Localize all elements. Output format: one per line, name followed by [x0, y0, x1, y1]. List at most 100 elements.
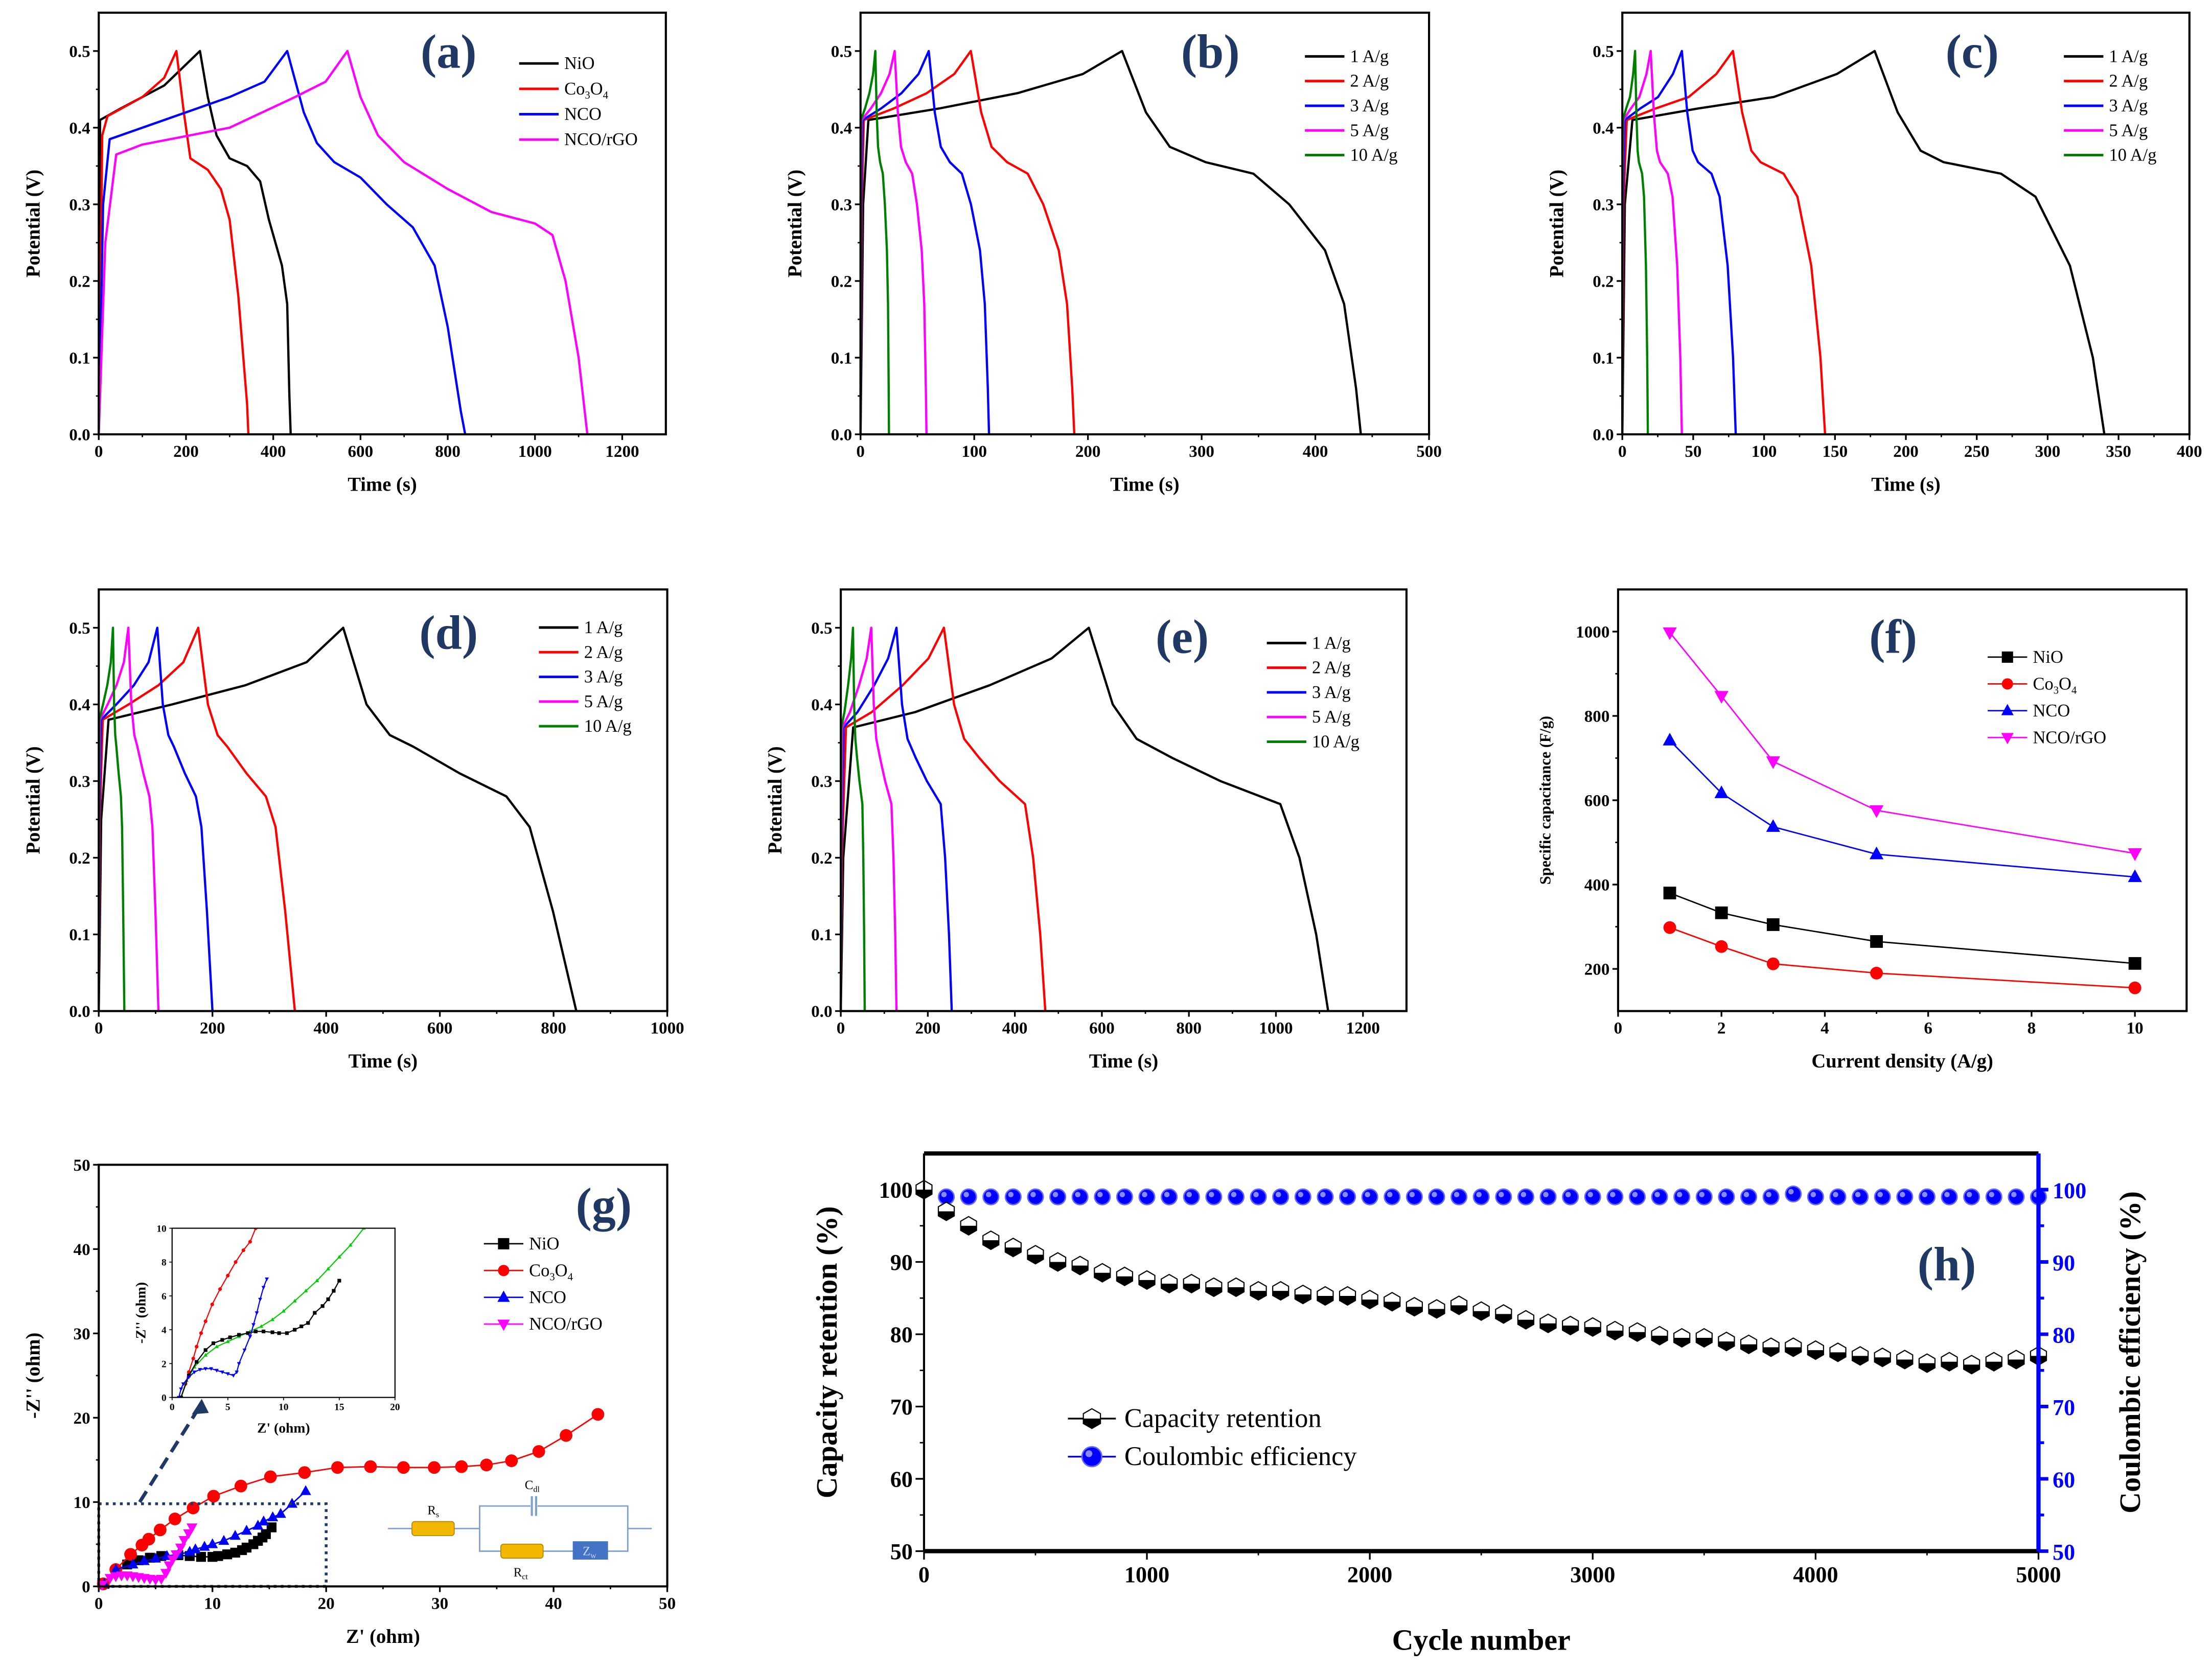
ce-data-point: [1272, 1188, 1289, 1205]
ce-data-point: [1004, 1188, 1022, 1205]
ce-data-point: [1740, 1188, 1758, 1205]
inset-data-point: [254, 1329, 258, 1334]
series-line: [98, 626, 126, 1011]
data-point: [1766, 918, 1780, 931]
data-point: [199, 1541, 210, 1551]
ce-data-point-highlight: [1164, 1192, 1170, 1197]
legend-marker: [2001, 651, 2013, 663]
ce-data-point-highlight: [1922, 1192, 1928, 1197]
ce-data-point-highlight: [1788, 1189, 1794, 1195]
data-point: [264, 1470, 277, 1483]
retention-data-point-fill: [938, 1211, 955, 1221]
retention-data-point-fill: [2008, 1359, 2024, 1369]
inset-data-point: [203, 1348, 208, 1352]
ce-data-point: [1852, 1188, 1869, 1205]
inset-data-point: [246, 1331, 250, 1335]
legend-label: Co3O4: [2033, 674, 2077, 696]
series-line: [98, 50, 589, 435]
ce-data-point: [1718, 1188, 1735, 1205]
ce-data-point-highlight: [1810, 1192, 1816, 1197]
y-tick-label: 0.4: [831, 119, 852, 137]
retention-data-point-fill: [1830, 1352, 1846, 1362]
equivalent-circuit: Rs Cdl Rct Zw: [388, 1478, 652, 1582]
data-point: [187, 1501, 200, 1515]
ce-data-point-highlight: [1052, 1192, 1058, 1197]
retention-data-point-fill: [1874, 1357, 1891, 1367]
panel-label: (c): [1946, 25, 1999, 78]
inset-data-point: [248, 1240, 252, 1244]
series-line: [839, 626, 953, 1011]
ce-data-point-highlight: [1298, 1192, 1304, 1197]
y-tick-label: 0.0: [69, 426, 90, 445]
inset-y-tick-label: 6: [162, 1291, 167, 1302]
x-tick-label: 0: [95, 1594, 103, 1613]
inset-background: [172, 1228, 395, 1398]
data-point: [124, 1548, 137, 1561]
inset-data-point: [255, 1311, 259, 1315]
ce-data-point-highlight: [1142, 1192, 1147, 1197]
y-tick-label: 0.3: [831, 195, 852, 214]
ce-data-point-highlight: [1409, 1192, 1415, 1197]
y-axis-title: Capacity retention (%): [810, 1206, 843, 1499]
inset-data-point: [225, 1339, 230, 1343]
y-tick-label: 0.3: [69, 195, 90, 214]
inset-data-point: [231, 1374, 236, 1378]
ce-data-point-highlight: [1632, 1192, 1638, 1197]
data-point: [190, 1543, 201, 1553]
y-tick-label: 800: [1584, 707, 1610, 726]
ce-data-point: [1227, 1188, 1245, 1205]
ce-data-point-highlight: [1989, 1192, 1995, 1197]
ce-data-point: [1695, 1188, 1713, 1205]
x-tick-label: 400: [1002, 1019, 1028, 1038]
y-tick-label: 0.5: [69, 619, 90, 638]
inset-data-point: [235, 1371, 239, 1375]
plot-frame: [98, 11, 667, 435]
inset-data-point: [187, 1374, 191, 1378]
retention-data-point-fill: [1941, 1361, 1957, 1371]
retention-data-point-fill: [1094, 1272, 1111, 1282]
retention-data-point-fill: [1562, 1326, 1579, 1335]
inset-data-point: [348, 1243, 353, 1247]
x-tick-label: 400: [313, 1019, 339, 1038]
data-point: [2128, 957, 2141, 970]
ce-data-point-highlight: [1365, 1192, 1370, 1197]
x-tick-label: 1200: [1346, 1019, 1380, 1038]
y-tick-label: 0.2: [69, 849, 90, 868]
x-tick-label: 0: [918, 1562, 930, 1587]
data-point: [155, 1574, 167, 1585]
retention-data-point-fill: [1696, 1338, 1712, 1347]
inset-x-tick-label: 15: [334, 1402, 344, 1412]
data-point: [591, 1408, 605, 1421]
x-tick-label: 0: [856, 442, 865, 461]
resistor-rct: [500, 1543, 544, 1559]
ce-data-point: [1584, 1188, 1601, 1205]
ce-data-point: [1161, 1188, 1178, 1205]
ce-data-point-highlight: [1654, 1192, 1660, 1197]
legend-marker: [497, 1319, 510, 1331]
ce-data-point-highlight: [1253, 1192, 1259, 1197]
retention-data-point-fill: [1897, 1359, 1913, 1369]
ce-data-point: [1562, 1188, 1579, 1205]
ce-data-point: [2008, 1188, 2025, 1205]
data-point: [207, 1490, 220, 1503]
inset-data-point: [228, 1335, 232, 1339]
x-tick-label: 20: [318, 1594, 335, 1613]
retention-data-point-fill: [1651, 1335, 1668, 1345]
ce-data-point: [1874, 1188, 1891, 1205]
legend-label: NiO: [529, 1234, 559, 1254]
legend-label: 2 A/g: [2109, 72, 2148, 91]
legend-label: NCO: [529, 1288, 566, 1307]
inset-frame: [171, 1227, 396, 1398]
data-point: [2128, 981, 2141, 994]
ce-data-point-highlight: [1387, 1192, 1393, 1197]
y-tick-label: 0.4: [811, 695, 832, 714]
ce-data-point-highlight: [941, 1192, 947, 1197]
retention-data-point-fill: [1183, 1283, 1200, 1293]
ce-data-point: [1628, 1188, 1646, 1205]
legend-label: NCO/rGO: [529, 1314, 603, 1334]
series-line: [839, 626, 898, 1011]
panel-label: (e): [1156, 611, 1209, 664]
x-tick-label: 300: [2035, 442, 2061, 461]
inset-data-point: [198, 1368, 202, 1372]
data-point: [127, 1558, 139, 1569]
